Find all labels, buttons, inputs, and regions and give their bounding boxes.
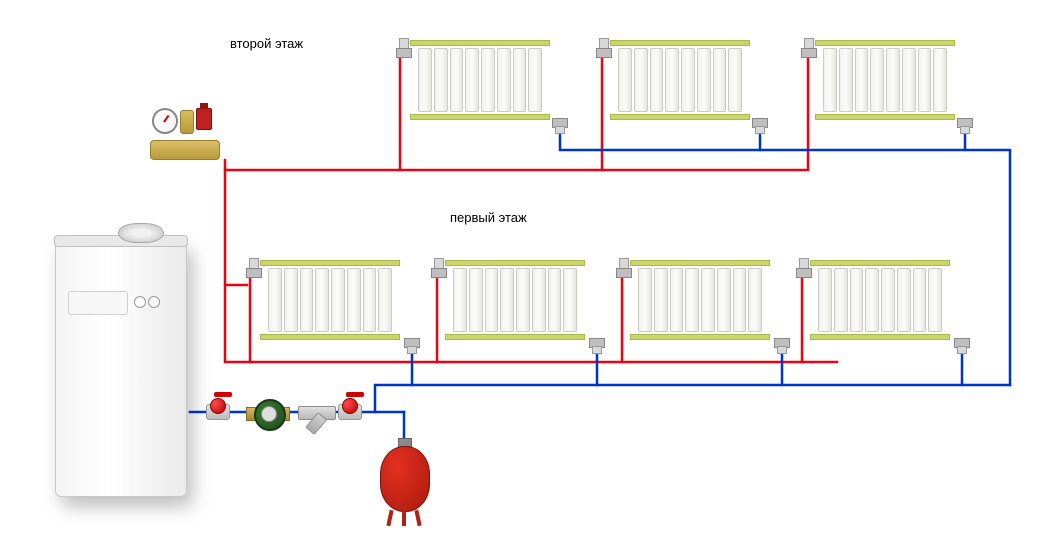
floor1-label: первый этаж — [450, 210, 527, 225]
radiator-f2-3 — [815, 40, 955, 120]
valve-in-icon — [801, 42, 815, 56]
radiator-f1-1 — [260, 260, 400, 340]
ball-valve-1 — [200, 396, 234, 422]
valve-in-icon — [616, 262, 630, 276]
radiator-f1-2 — [445, 260, 585, 340]
valve-in-icon — [596, 42, 610, 56]
valve-in-icon — [796, 262, 810, 276]
valve-out-icon — [957, 118, 971, 132]
valve-out-icon — [752, 118, 766, 132]
floor2-label: второй этаж — [230, 36, 303, 51]
expansion-tank — [380, 440, 428, 526]
boiler — [55, 240, 187, 497]
valve-in-icon — [431, 262, 445, 276]
radiator-f1-4 — [810, 260, 950, 340]
valve-in-icon — [246, 262, 260, 276]
valve-out-icon — [589, 338, 603, 352]
valve-out-icon — [954, 338, 968, 352]
valve-out-icon — [552, 118, 566, 132]
valve-out-icon — [774, 338, 788, 352]
circulation-pump — [248, 395, 288, 429]
radiator-f1-3 — [630, 260, 770, 340]
radiator-f2-1 — [410, 40, 550, 120]
air-vent-icon — [180, 110, 194, 134]
relief-valve-icon — [196, 108, 212, 130]
radiator-f2-2 — [610, 40, 750, 120]
pressure-gauge-icon — [152, 108, 178, 134]
safety-group — [150, 108, 218, 160]
valve-out-icon — [404, 338, 418, 352]
ball-valve-2 — [332, 396, 366, 422]
valve-in-icon — [396, 42, 410, 56]
flue-icon — [118, 223, 164, 243]
